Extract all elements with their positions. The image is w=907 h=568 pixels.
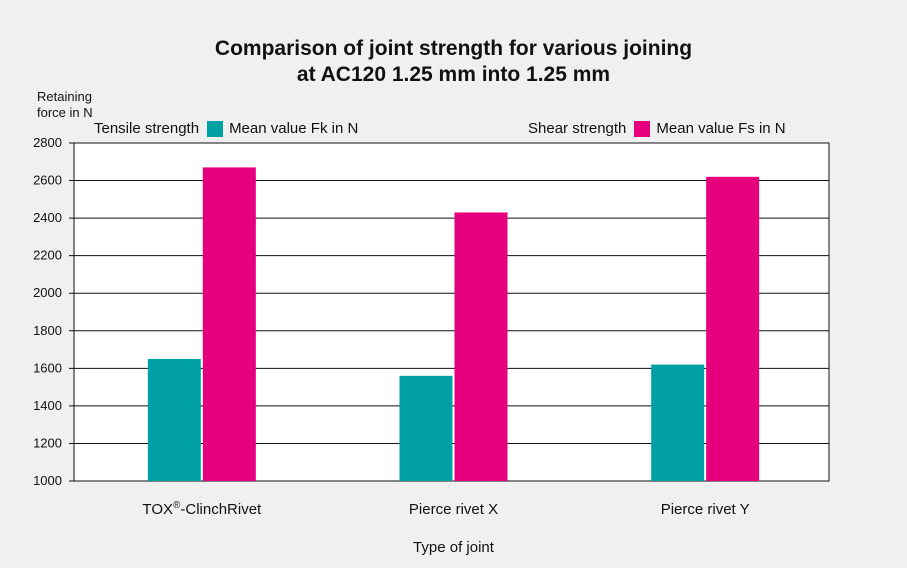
bar-shear [454, 212, 508, 481]
legend-shear-group-label: Shear strength [528, 120, 627, 138]
legend-shear-swatch [634, 121, 651, 138]
chart-title: Comparison of joint strength for various… [0, 36, 907, 88]
y-tick-label: 2400 [33, 210, 62, 225]
x-axis-label: Type of joint [413, 539, 494, 556]
y-tick-label: 1600 [33, 360, 62, 375]
y-axis-label-line-2: force in N [37, 105, 93, 120]
y-tick-label: 2800 [33, 135, 62, 150]
legend-tensile: Tensile strength Mean value Fk in N [94, 120, 358, 138]
category-label: Pierce rivet Y [661, 501, 750, 518]
chart-title-line-1: Comparison of joint strength for various… [214, 37, 693, 60]
legend-shear-series-label: Mean value Fs in N [656, 120, 786, 138]
bar-tensile [147, 358, 201, 481]
bar-tensile [651, 364, 705, 481]
legend-shear: Shear strength Mean value Fs in N [528, 120, 786, 138]
bar-shear [706, 176, 760, 482]
y-axis-label-line-1: Retaining [37, 89, 92, 104]
y-tick-label: 1400 [33, 398, 62, 413]
y-tick-label: 1800 [33, 323, 62, 338]
legend-tensile-swatch [207, 121, 224, 138]
category-label: TOX®-ClinchRivet [142, 500, 262, 518]
y-tick-label: 2000 [33, 285, 62, 300]
y-tick-label: 2600 [33, 173, 62, 188]
y-axis-label: Retaining force in N [37, 89, 93, 121]
legend-tensile-group-label: Tensile strength [94, 120, 200, 138]
y-tick-label: 1200 [33, 435, 62, 450]
chart-title-line-2: at AC120 1.25 mm into 1.25 mm [296, 63, 611, 86]
bar-shear [202, 167, 256, 481]
y-tick-label: 2200 [33, 248, 62, 263]
y-tick-label: 1000 [33, 473, 62, 488]
category-label: Pierce rivet X [409, 501, 498, 518]
legend-tensile-series-label: Mean value Fk in N [229, 120, 359, 138]
bar-tensile [399, 375, 453, 481]
